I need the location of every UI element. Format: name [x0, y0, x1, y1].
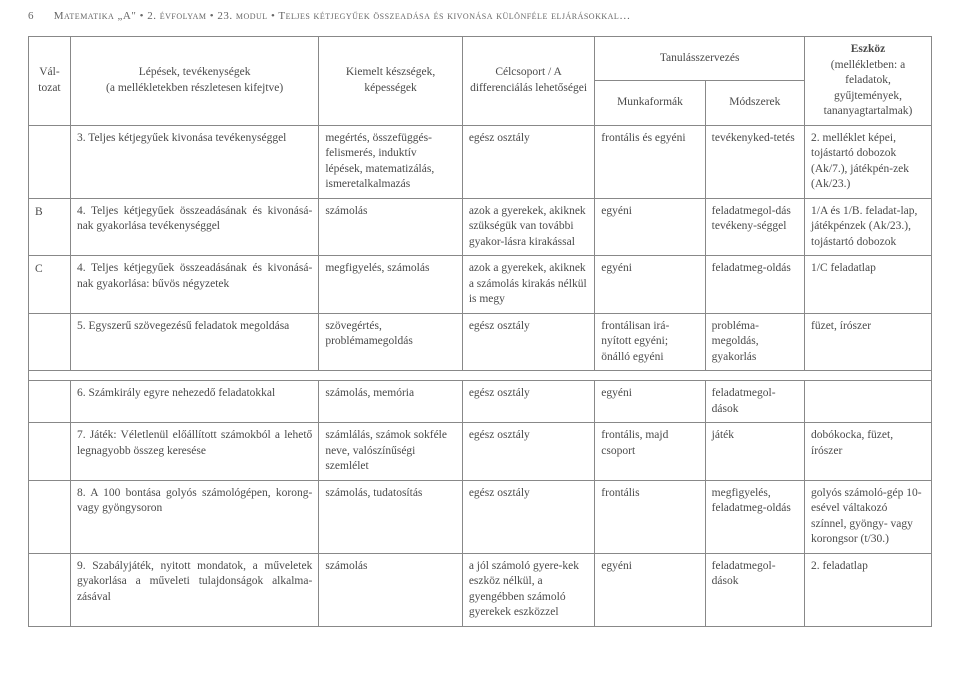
row-number: 5. — [77, 320, 89, 332]
table-row: 5. Egyszerű szövegezésű feladatok megold… — [29, 313, 932, 371]
th-org: Tanulásszervezés — [595, 37, 805, 81]
table-row: 7. Játék: Véletlenül előállított számokb… — [29, 423, 932, 481]
row-number: 4. — [77, 205, 91, 217]
target-cell: azok a gyerekek, akiknek szükségük van t… — [462, 198, 594, 256]
steps-cell: 5. Egyszerű szövegezésű feladatok megold… — [70, 313, 318, 371]
variant-cell — [29, 313, 71, 371]
tools-cell: 2. feladatlap — [805, 553, 932, 626]
table-row: 9. Szabályjáték, nyitott mondatok, a műv… — [29, 553, 932, 626]
grade: 2. évfolyam — [147, 10, 206, 22]
target-cell: egész osztály — [462, 125, 594, 198]
row-number: 6. — [77, 387, 89, 399]
steps-cell: 3. Teljes kétjegyűek kivonása tevékenysé… — [70, 125, 318, 198]
methods-cell: feladatmegol-dás tevékeny-séggel — [705, 198, 804, 256]
tools-cell: 1/C feladatlap — [805, 256, 932, 314]
table-row: B4. Teljes kétjegyűek összeadásának és k… — [29, 198, 932, 256]
target-cell: egész osztály — [462, 313, 594, 371]
skills-cell: számolás — [319, 553, 463, 626]
row-number: 3. — [77, 132, 88, 144]
skills-cell: megfigyelés, számolás — [319, 256, 463, 314]
variant-cell — [29, 125, 71, 198]
table-row: 6. Számkirály egyre nehezedő feladatokka… — [29, 381, 932, 423]
variant-cell: C — [29, 256, 71, 314]
steps-cell: 6. Számkirály egyre nehezedő feladatokka… — [70, 381, 318, 423]
th-skills: Kiemelt készségek, képességek — [319, 37, 463, 126]
steps-cell: 4. Teljes kétjegyűek összeadásának és ki… — [70, 198, 318, 256]
skills-cell: szövegértés, problémamegoldás — [319, 313, 463, 371]
forms-cell: frontális — [595, 480, 705, 553]
forms-cell: egyéni — [595, 256, 705, 314]
target-cell: egész osztály — [462, 423, 594, 481]
target-cell: egész osztály — [462, 381, 594, 423]
row-number: 8. — [77, 487, 90, 499]
methods-cell: probléma-megoldás, gyakorlás — [705, 313, 804, 371]
steps-cell: 7. Játék: Véletlenül előállított számokb… — [70, 423, 318, 481]
variant-cell: B — [29, 198, 71, 256]
row-number: 4. — [77, 262, 91, 274]
variant-cell — [29, 423, 71, 481]
skills-cell: megértés, összefüggés-felismerés, indukt… — [319, 125, 463, 198]
methods-cell: megfigyelés, feladatmeg-oldás — [705, 480, 804, 553]
curriculum-table: Vál- tozat Lépések, tevékenységek (a mel… — [28, 36, 932, 627]
table-row: 8. A 100 bontása golyós számológépen, ko… — [29, 480, 932, 553]
skills-cell: számolás, memória — [319, 381, 463, 423]
forms-cell: egyéni — [595, 381, 705, 423]
methods-cell: játék — [705, 423, 804, 481]
methods-cell: feladatmegol-dások — [705, 553, 804, 626]
target-cell: a jól számoló gyere-kek eszköz nélkül, a… — [462, 553, 594, 626]
tools-cell: füzet, írószer — [805, 313, 932, 371]
steps-cell: 8. A 100 bontása golyós számológépen, ko… — [70, 480, 318, 553]
module-num: 23. modul — [217, 10, 267, 22]
th-tools: Eszköz (mellékletben: a feladatok, gyűjt… — [805, 37, 932, 126]
methods-cell: feladatmegol-dások — [705, 381, 804, 423]
skills-cell: számlálás, számok sokféle neve, valószín… — [319, 423, 463, 481]
row-number: 9. — [77, 560, 92, 572]
page-number: 6 — [28, 10, 44, 22]
forms-cell: egyéni — [595, 198, 705, 256]
tools-cell: golyós számoló-gép 10-esével váltakozó s… — [805, 480, 932, 553]
table-row: 3. Teljes kétjegyűek kivonása tevékenysé… — [29, 125, 932, 198]
subject: Matematika „A" — [54, 10, 137, 22]
tools-cell: dobókocka, füzet, írószer — [805, 423, 932, 481]
forms-cell: frontális és egyéni — [595, 125, 705, 198]
page-header: 6 Matematika „A" • 2. évfolyam • 23. mod… — [28, 10, 932, 22]
target-cell: egész osztály — [462, 480, 594, 553]
th-forms: Munkaformák — [595, 81, 705, 125]
th-target: Célcsoport / A differenciálás lehetősége… — [462, 37, 594, 126]
forms-cell: frontális, majd csoport — [595, 423, 705, 481]
forms-cell: egyéni — [595, 553, 705, 626]
skills-cell: számolás — [319, 198, 463, 256]
variant-cell — [29, 381, 71, 423]
tools-cell: 1/A és 1/B. feladat-lap, játékpénzek (Ak… — [805, 198, 932, 256]
table-row: C4. Teljes kétjegyűek összeadásának és k… — [29, 256, 932, 314]
tools-cell: 2. melléklet képei, tojástartó dobozok (… — [805, 125, 932, 198]
variant-cell — [29, 480, 71, 553]
variant-cell — [29, 553, 71, 626]
row-number: 7. — [77, 429, 90, 441]
methods-cell: feladatmeg-oldás — [705, 256, 804, 314]
forms-cell: frontálisan irá-nyított egyéni; önálló e… — [595, 313, 705, 371]
steps-cell: 9. Szabályjáték, nyitott mondatok, a műv… — [70, 553, 318, 626]
tools-cell — [805, 381, 932, 423]
methods-cell: tevékenyked-tetés — [705, 125, 804, 198]
steps-cell: 4. Teljes kétjegyűek összeadásának és ki… — [70, 256, 318, 314]
spacer-row — [29, 371, 932, 381]
target-cell: azok a gyerekek, akiknek a számolás kira… — [462, 256, 594, 314]
skills-cell: számolás, tudatosítás — [319, 480, 463, 553]
module-title: Teljes kétjegyűek összeadása és kivonása… — [278, 10, 630, 22]
th-methods: Módszerek — [705, 81, 804, 125]
th-variant: Vál- tozat — [29, 37, 71, 126]
th-steps: Lépések, tevékenységek (a mellékletekben… — [70, 37, 318, 126]
